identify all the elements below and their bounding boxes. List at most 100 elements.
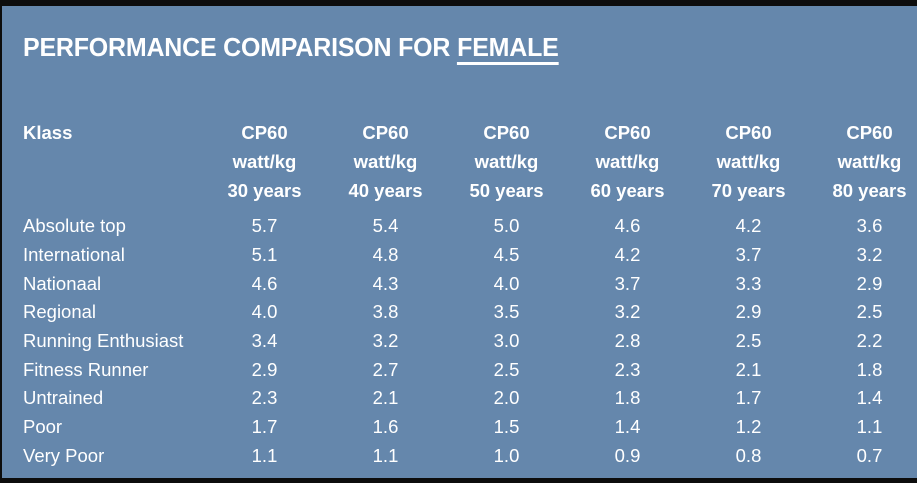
- column-header-80-years: CP60 watt/kg 80 years: [809, 118, 917, 205]
- column-header-age: 60 years: [590, 180, 665, 202]
- column-header-metric: CP60: [846, 122, 893, 144]
- table-row-poor: Poor 1.7 1.6 1.5 1.4 1.2 1.1: [23, 413, 917, 442]
- table-header-row: Klass CP60 watt/kg 30 years CP60 watt/kg…: [23, 118, 917, 205]
- cell-value: 1.1: [856, 416, 883, 438]
- row-label: Untrained: [23, 387, 104, 409]
- page-title-emphasis: FEMALE: [457, 33, 559, 66]
- column-header-metric: CP60: [362, 122, 409, 144]
- row-label: Nationaal: [23, 272, 102, 294]
- column-header-30-years: CP60 watt/kg 30 years: [204, 118, 325, 205]
- cell-value: 4.6: [614, 215, 641, 237]
- cell-value: 0.7: [856, 444, 883, 466]
- cell-value: 1.8: [614, 387, 641, 409]
- cell-value: 4.2: [735, 215, 762, 237]
- column-header-age: 40 years: [348, 180, 423, 202]
- column-header-age: 50 years: [469, 180, 544, 202]
- table-row-nationaal: Nationaal 4.6 4.3 4.0 3.7 3.3 2.9: [23, 270, 917, 299]
- cell-value: 4.6: [251, 272, 278, 294]
- cell-value: 1.8: [856, 358, 883, 380]
- table-row-regional: Regional 4.0 3.8 3.5 3.2 2.9 2.5: [23, 298, 917, 327]
- cell-value: 3.2: [856, 243, 883, 265]
- cell-value: 5.1: [251, 243, 278, 265]
- cell-value: 2.5: [493, 358, 520, 380]
- cell-value: 3.7: [614, 272, 641, 294]
- cell-value: 3.6: [856, 215, 883, 237]
- table-row-very-poor: Very Poor 1.1 1.1 1.0 0.9 0.8 0.7: [23, 442, 917, 471]
- cell-value: 3.2: [614, 301, 641, 323]
- cell-value: 3.7: [735, 243, 762, 265]
- table-row-running-enthusiast: Running Enthusiast 3.4 3.2 3.0 2.8 2.5 2…: [23, 327, 917, 356]
- cell-value: 2.3: [614, 358, 641, 380]
- cell-value: 2.9: [251, 358, 278, 380]
- cell-value: 2.2: [856, 330, 883, 352]
- column-header-age: 70 years: [711, 180, 786, 202]
- column-header-70-years: CP60 watt/kg 70 years: [688, 118, 809, 205]
- cell-value: 2.5: [735, 330, 762, 352]
- table-row-fitness-runner: Fitness Runner 2.9 2.7 2.5 2.3 2.1 1.8: [23, 356, 917, 385]
- column-header-unit: watt/kg: [837, 151, 902, 173]
- column-header-age: 30 years: [227, 180, 302, 202]
- row-label: Absolute top: [23, 215, 126, 237]
- cell-value: 1.7: [251, 416, 278, 438]
- cell-value: 4.3: [372, 272, 399, 294]
- cell-value: 3.5: [493, 301, 520, 323]
- column-header-age: 80 years: [832, 180, 907, 202]
- column-header-unit: watt/kg: [353, 151, 418, 173]
- cell-value: 1.6: [372, 416, 399, 438]
- cell-value: 2.3: [251, 387, 278, 409]
- cell-value: 3.0: [493, 330, 520, 352]
- page-title: PERFORMANCE COMPARISON FOR FEMALE: [23, 32, 881, 66]
- column-header-unit: watt/kg: [232, 151, 297, 173]
- cell-value: 2.7: [372, 358, 399, 380]
- column-header-40-years: CP60 watt/kg 40 years: [325, 118, 446, 205]
- bottom-letterbox-bar: [2, 478, 917, 483]
- cell-value: 2.8: [614, 330, 641, 352]
- cell-value: 4.0: [493, 272, 520, 294]
- column-header-unit: watt/kg: [595, 151, 660, 173]
- cell-value: 1.1: [251, 444, 278, 466]
- cell-value: 3.2: [372, 330, 399, 352]
- cell-value: 2.9: [735, 301, 762, 323]
- column-header-unit: watt/kg: [474, 151, 539, 173]
- cell-value: 3.4: [251, 330, 278, 352]
- cell-value: 1.1: [372, 444, 399, 466]
- cell-value: 1.4: [614, 416, 641, 438]
- cell-value: 4.8: [372, 243, 399, 265]
- klass-column-header: Klass: [23, 122, 73, 144]
- column-header-50-years: CP60 watt/kg 50 years: [446, 118, 567, 205]
- page-title-prefix: PERFORMANCE COMPARISON FOR: [23, 32, 451, 62]
- column-header-metric: CP60: [483, 122, 530, 144]
- cell-value: 4.5: [493, 243, 520, 265]
- table-row-international: International 5.1 4.8 4.5 4.2 3.7 3.2: [23, 241, 917, 270]
- row-label: Poor: [23, 416, 63, 438]
- column-header-60-years: CP60 watt/kg 60 years: [567, 118, 688, 205]
- cell-value: 1.7: [735, 387, 762, 409]
- row-label: Running Enthusiast: [23, 330, 184, 352]
- row-label: International: [23, 243, 125, 265]
- cell-value: 3.8: [372, 301, 399, 323]
- table-row-untrained: Untrained 2.3 2.1 2.0 1.8 1.7 1.4: [23, 384, 917, 413]
- row-label: Very Poor: [23, 444, 105, 466]
- row-label: Regional: [23, 301, 97, 323]
- cell-value: 5.7: [251, 215, 278, 237]
- table-body: Absolute top 5.7 5.4 5.0 4.6 4.2 3.6 Int…: [23, 212, 917, 470]
- cell-value: 4.0: [251, 301, 278, 323]
- cell-value: 3.3: [735, 272, 762, 294]
- cell-value: 0.9: [614, 444, 641, 466]
- cell-value: 1.4: [856, 387, 883, 409]
- row-label: Fitness Runner: [23, 358, 149, 380]
- cell-value: 5.0: [493, 215, 520, 237]
- cell-value: 1.2: [735, 416, 762, 438]
- cell-value: 0.8: [735, 444, 762, 466]
- cell-value: 1.0: [493, 444, 520, 466]
- column-header-metric: CP60: [241, 122, 288, 144]
- cell-value: 2.5: [856, 301, 883, 323]
- cell-value: 4.2: [614, 243, 641, 265]
- cell-value: 2.0: [493, 387, 520, 409]
- cell-value: 1.5: [493, 416, 520, 438]
- cell-value: 2.1: [372, 387, 399, 409]
- performance-table: Klass CP60 watt/kg 30 years CP60 watt/kg…: [2, 118, 917, 470]
- top-letterbox-bar: [2, 0, 917, 6]
- column-header-metric: CP60: [604, 122, 651, 144]
